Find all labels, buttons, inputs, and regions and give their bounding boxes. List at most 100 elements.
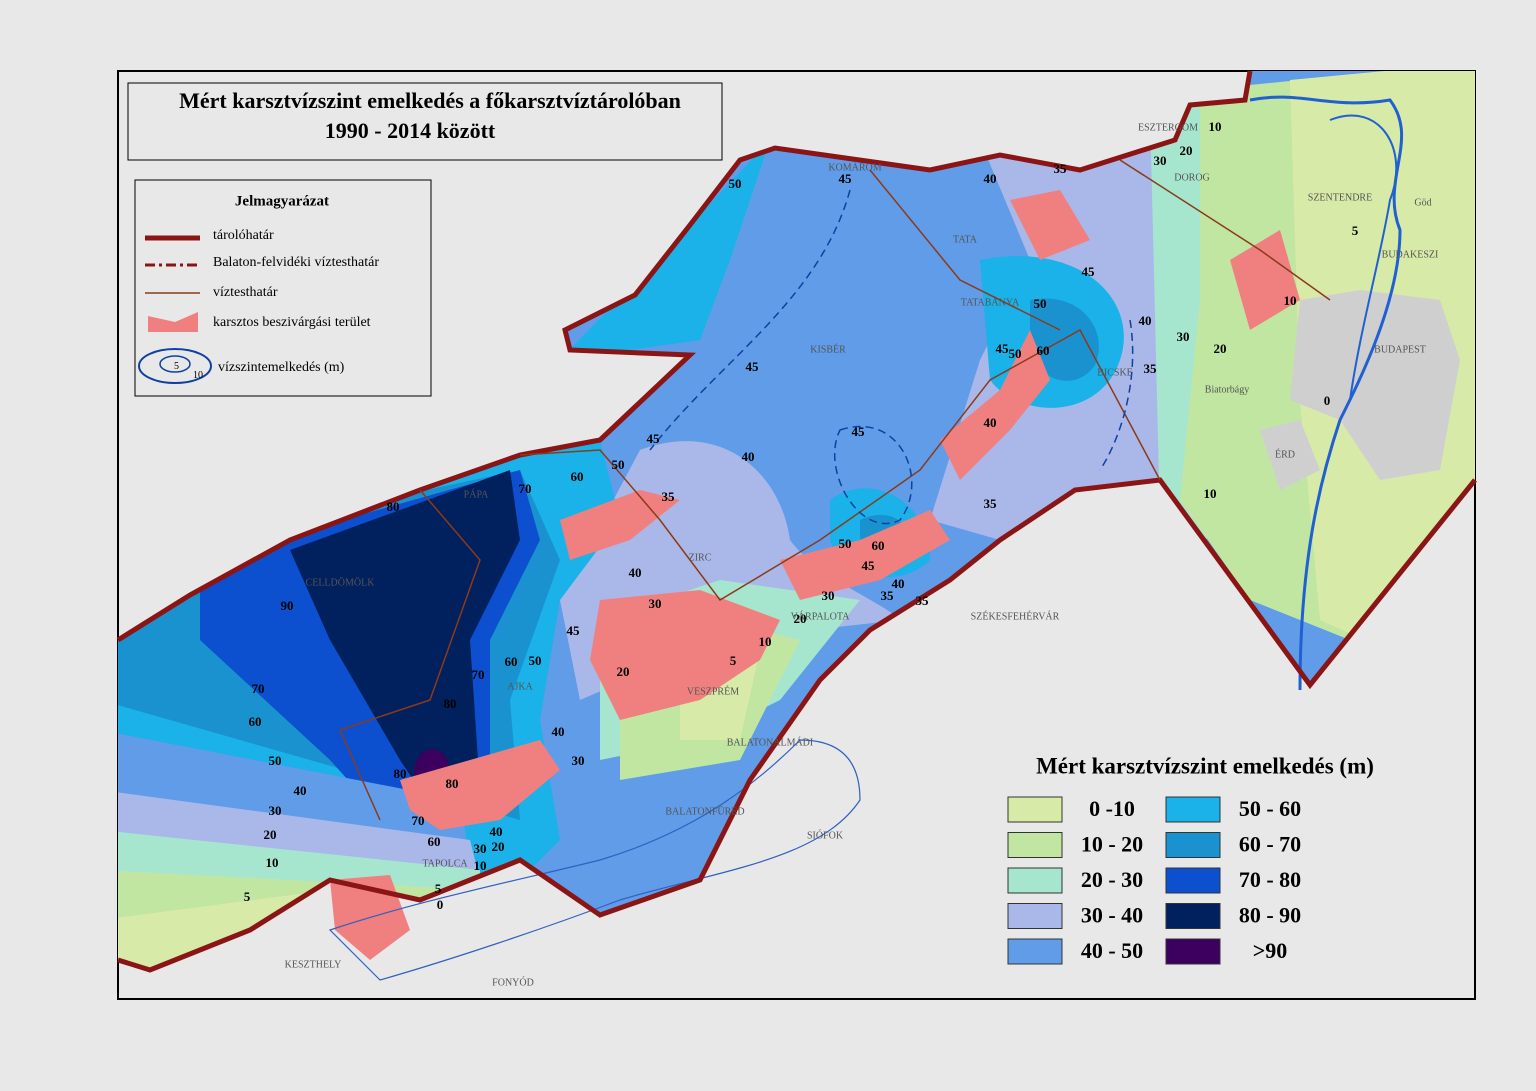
contour-label: 10 [474, 858, 487, 873]
legend-box [134, 179, 432, 397]
contour-label: 35 [662, 489, 676, 504]
contour-label: 60 [571, 469, 584, 484]
contour-label: 10 [1209, 119, 1222, 134]
aquifer-boundary [116, 70, 1477, 973]
contour-label: 5 [244, 889, 251, 904]
contour-label: 80 [446, 776, 459, 791]
lake-balaton [328, 739, 861, 981]
place-label: ÉRD [1275, 448, 1295, 460]
rivers [1249, 95, 1404, 691]
karst-areas [330, 190, 1300, 960]
legend-label: vízszintemelkedés (m) [218, 360, 345, 375]
place-label: SZENTENDRE [1308, 192, 1372, 203]
legend-swatch [1165, 867, 1221, 894]
contour-label: 60 [872, 538, 885, 553]
zone [560, 140, 770, 360]
place-label: TATA [953, 234, 978, 245]
contour-label: 10 [1284, 293, 1297, 308]
contour-label: 45 [839, 171, 853, 186]
legend-label: víztesthatár [213, 285, 278, 300]
contour-label: 10 [266, 855, 279, 870]
contour-label: 50 [529, 653, 542, 668]
contour-label: 20 [1214, 341, 1227, 356]
legend-icon-label: 10 [193, 370, 203, 381]
legend-label: tárolóhatár [213, 228, 274, 243]
contour-label: 40 [984, 415, 997, 430]
contour-label: 45 [567, 623, 581, 638]
legend-class-label: 40 - 50 [1081, 938, 1143, 963]
place-label: Göd [1414, 197, 1431, 208]
zone [118, 790, 480, 880]
place-label: SIÓFOK [807, 829, 844, 841]
contour-label: 30 [269, 803, 282, 818]
subtitle: 1990 - 2014 között [325, 118, 496, 143]
legend-swatch [1165, 938, 1221, 965]
contour-label: 90 [281, 598, 294, 613]
legend-class-label: 10 - 20 [1081, 832, 1143, 857]
contour-label: 35 [1054, 161, 1068, 176]
place-label: BALATONALMÁDI [727, 736, 813, 748]
legend-swatch [1007, 938, 1063, 965]
contour-label: 35 [916, 593, 930, 608]
place-label: BICSKE [1097, 367, 1133, 378]
legend-class-label: 30 - 40 [1081, 903, 1143, 928]
legend-symbol [138, 348, 212, 384]
contour-label: 45 [862, 558, 876, 573]
place-label: ESZTERGOM [1138, 122, 1198, 133]
contour-label: 45 [852, 424, 866, 439]
legend-swatch [1007, 796, 1063, 823]
legend-class-label: 60 - 70 [1239, 832, 1301, 857]
contour-label: 30 [649, 596, 662, 611]
contour-label: 0 [1324, 393, 1331, 408]
contour-label: 35 [1144, 361, 1158, 376]
legend-class-label: 20 - 30 [1081, 867, 1143, 892]
legend-swatch [1007, 903, 1063, 929]
place-label: VESZPRÉM [687, 685, 739, 697]
legend-swatch [1007, 832, 1063, 858]
color-legend: 0 -10 10 - 20 20 - 30 30 - 40 40 - 50 50 - 60… [1007, 796, 1301, 965]
contour-label: 50 [1009, 346, 1022, 361]
contour-label: 45 [647, 431, 661, 446]
zone [1030, 298, 1099, 381]
place-label: FONYÓD [492, 976, 534, 988]
place-label: DOROG [1174, 172, 1210, 183]
contour-label: 70 [252, 681, 265, 696]
contour-label: 10 [1204, 486, 1217, 501]
place-label: CELLDÖMÖLK [306, 576, 376, 588]
water-body-boundaries [338, 159, 1331, 821]
contour-label: 30 [1177, 329, 1190, 344]
urban-areas [1260, 290, 1460, 490]
legend-label: karsztos beszivárgási terület [213, 315, 371, 330]
legend-class-label: 0 -10 [1089, 796, 1135, 821]
place-label: BUDAPEST [1374, 344, 1426, 355]
contour-label: 5 [435, 881, 442, 896]
place-label: KESZTHELY [285, 959, 342, 970]
contour-label: 0 [437, 897, 444, 912]
legend-swatch [1007, 867, 1063, 894]
contour-label: 20 [1180, 143, 1193, 158]
legend-swatch [1165, 796, 1221, 823]
legend-class-label: 80 - 90 [1239, 903, 1301, 928]
place-label: KISBÉR [810, 343, 846, 355]
contour-label: 50 [612, 457, 625, 472]
contour-label: 45 [1082, 264, 1096, 279]
contour-label: 80 [387, 499, 400, 514]
contour-label: 50 [729, 176, 742, 191]
legend-swatch [1165, 903, 1221, 929]
place-label: ZIRC [689, 552, 712, 563]
contour-label: 20 [794, 611, 807, 626]
legend-symbol [148, 312, 198, 332]
legend-symbol [159, 355, 191, 373]
contour-label: 30 [572, 753, 585, 768]
contour-label: 40 [552, 724, 565, 739]
contour-label: 35 [881, 588, 895, 603]
contour-label: 20 [492, 839, 505, 854]
contour-label: 60 [249, 714, 262, 729]
contour-label: 5 [1352, 223, 1359, 238]
contour-label: 40 [294, 783, 307, 798]
zone [290, 470, 520, 820]
contour-label: 70 [472, 667, 485, 682]
legend-label: Balaton-felvidéki víztesthatár [213, 255, 379, 270]
